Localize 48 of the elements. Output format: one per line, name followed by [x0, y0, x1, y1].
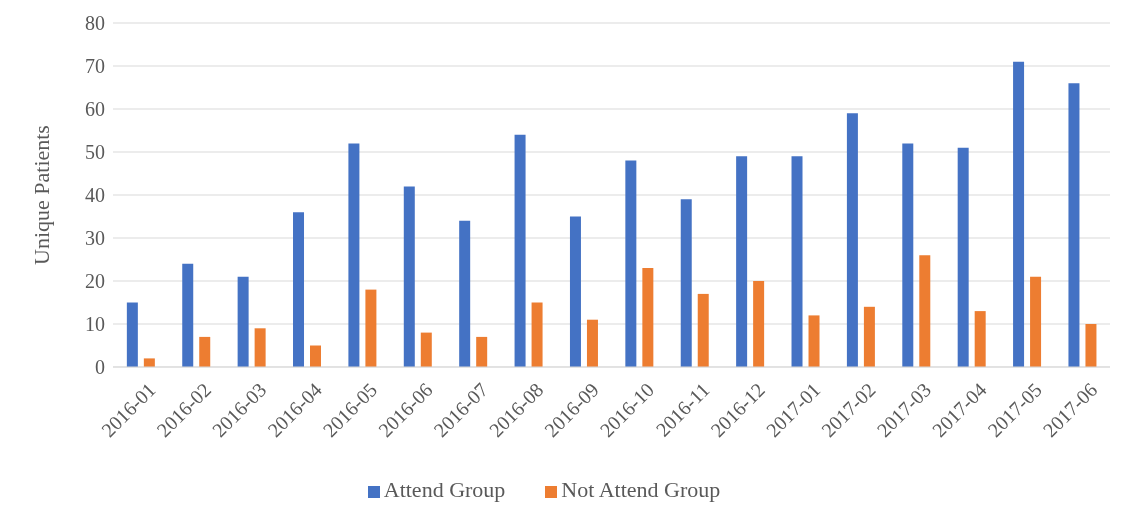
bar	[1030, 276, 1042, 367]
y-tick-label: 50	[85, 141, 105, 164]
bar	[846, 113, 858, 367]
bar	[586, 319, 598, 367]
y-tick-label: 60	[85, 98, 105, 121]
bar	[293, 212, 305, 367]
bar	[1013, 61, 1025, 367]
bar	[808, 315, 820, 367]
bar	[531, 302, 543, 367]
y-tick-label: 80	[85, 12, 105, 35]
bar	[182, 263, 194, 367]
bar	[625, 160, 637, 367]
bar	[126, 302, 138, 367]
bar	[957, 147, 969, 367]
bar	[237, 276, 249, 367]
bar	[736, 156, 748, 367]
bar	[902, 143, 914, 367]
y-tick-label: 70	[85, 55, 105, 78]
bar	[1068, 83, 1080, 367]
bar	[642, 268, 654, 367]
bar	[863, 306, 875, 367]
bar	[476, 336, 488, 367]
bar	[974, 311, 986, 367]
bar	[569, 216, 581, 367]
bar	[791, 156, 803, 367]
y-tick-label: 20	[85, 270, 105, 293]
bar	[459, 220, 471, 367]
bar	[514, 134, 526, 367]
y-axis-title: Unique Patients	[28, 125, 54, 265]
legend-label: Not Attend Group	[561, 477, 721, 502]
bar	[753, 281, 765, 367]
bar	[420, 332, 432, 367]
y-tick-label: 40	[85, 184, 105, 207]
y-tick-label: 0	[95, 356, 105, 379]
legend-label: Attend Group	[383, 477, 506, 502]
bar	[365, 289, 377, 367]
bar	[199, 336, 211, 367]
bar	[310, 345, 322, 367]
bar	[254, 328, 266, 367]
bar	[680, 199, 692, 367]
y-tick-label: 10	[85, 313, 105, 336]
bar	[919, 255, 931, 367]
y-tick-label: 30	[85, 227, 105, 250]
bar	[1085, 324, 1097, 367]
bar	[143, 358, 155, 367]
bar	[348, 143, 360, 367]
bar	[697, 293, 709, 367]
bar	[403, 186, 415, 367]
